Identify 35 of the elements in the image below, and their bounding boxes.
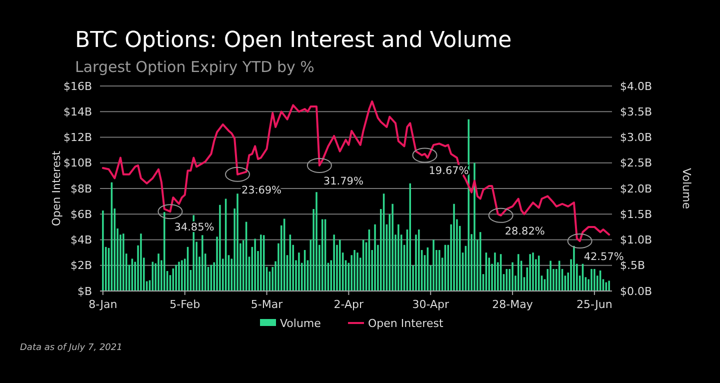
y-tick-label: $14B [63, 105, 92, 118]
y2-tick-label: $3.5B [620, 105, 652, 118]
x-tick-label: 8-Jan [88, 298, 118, 311]
y-tick-label: $12B [63, 131, 92, 144]
chart-title: BTC Options: Open Interest and Volume [75, 28, 512, 53]
y2-tick-label: $0.0B [620, 284, 652, 298]
y2-tick-label: $.5B [620, 259, 646, 272]
y2-tick-label: $2.0B [620, 182, 652, 196]
y-tick-label: $10B [63, 156, 92, 170]
y2-tick-label: $3.0B [620, 131, 652, 144]
text: Data as of July 7, 2021 [20, 343, 122, 353]
x-tick-label: 5-Feb [170, 298, 200, 311]
annotation: 31.79% [323, 175, 364, 188]
y2-tick-label: $2.5B [620, 156, 652, 170]
annotation: 23.69% [242, 184, 282, 196]
legend-label: Volume [280, 316, 322, 330]
x-tick-label: 25-Jun [576, 298, 612, 311]
x-tick-label: 2-Apr [334, 298, 364, 311]
y-tick-label: $4B [70, 234, 92, 247]
y2-tick-label: $4.0B [620, 80, 652, 93]
y2-tick-label: $1.5B [620, 208, 652, 221]
x-tick-label: 30-Apr [412, 298, 450, 311]
y2-tick-label: $1.0B [620, 234, 652, 247]
annotation: 28.82% [504, 225, 545, 238]
y-axis-title: Open Interest [50, 150, 63, 226]
y-tick-label: $16B [63, 80, 92, 93]
x-tick-label: 28-May [492, 298, 534, 311]
legend-label: Open Interest [368, 316, 444, 330]
chart-subtitle: Largest Option Expiry YTD by % [75, 58, 314, 76]
y-tick-label: $2B [70, 259, 92, 272]
x-tick-label: 5-Mar [250, 298, 284, 311]
y-tick-label: $6B [70, 208, 92, 221]
y2-axis-title: Volume [680, 168, 693, 210]
y-tick-label: $B [77, 284, 92, 298]
y-tick-label: $8B [70, 182, 92, 196]
